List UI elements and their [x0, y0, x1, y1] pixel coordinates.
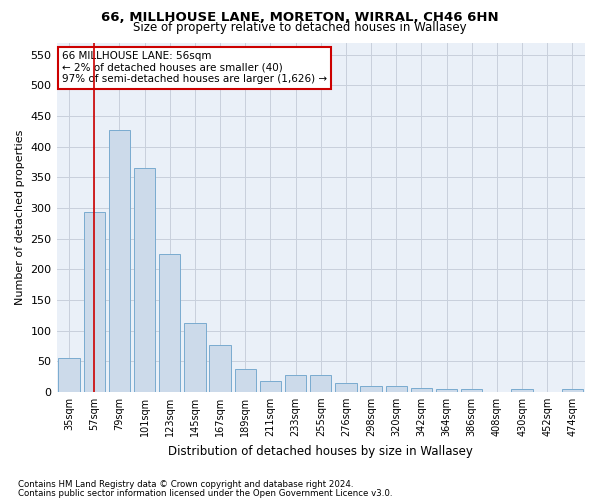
Text: Size of property relative to detached houses in Wallasey: Size of property relative to detached ho…: [133, 22, 467, 35]
X-axis label: Distribution of detached houses by size in Wallasey: Distribution of detached houses by size …: [169, 444, 473, 458]
Y-axis label: Number of detached properties: Number of detached properties: [15, 130, 25, 305]
Bar: [134, 168, 155, 392]
Text: 66 MILLHOUSE LANE: 56sqm
← 2% of detached houses are smaller (40)
97% of semi-de: 66 MILLHOUSE LANE: 56sqm ← 2% of detache…: [62, 51, 327, 84]
Bar: [335, 382, 356, 392]
Text: Contains HM Land Registry data © Crown copyright and database right 2024.: Contains HM Land Registry data © Crown c…: [18, 480, 353, 489]
Bar: [235, 368, 256, 392]
Bar: [386, 386, 407, 392]
Bar: [562, 390, 583, 392]
Text: Contains public sector information licensed under the Open Government Licence v3: Contains public sector information licen…: [18, 488, 392, 498]
Bar: [83, 212, 105, 392]
Bar: [511, 388, 533, 392]
Bar: [310, 376, 331, 392]
Bar: [285, 376, 307, 392]
Bar: [411, 388, 432, 392]
Bar: [361, 386, 382, 392]
Bar: [461, 388, 482, 392]
Bar: [260, 382, 281, 392]
Bar: [109, 130, 130, 392]
Bar: [209, 345, 231, 392]
Text: 66, MILLHOUSE LANE, MORETON, WIRRAL, CH46 6HN: 66, MILLHOUSE LANE, MORETON, WIRRAL, CH4…: [101, 11, 499, 24]
Bar: [184, 322, 206, 392]
Bar: [159, 254, 181, 392]
Bar: [58, 358, 80, 392]
Bar: [436, 388, 457, 392]
